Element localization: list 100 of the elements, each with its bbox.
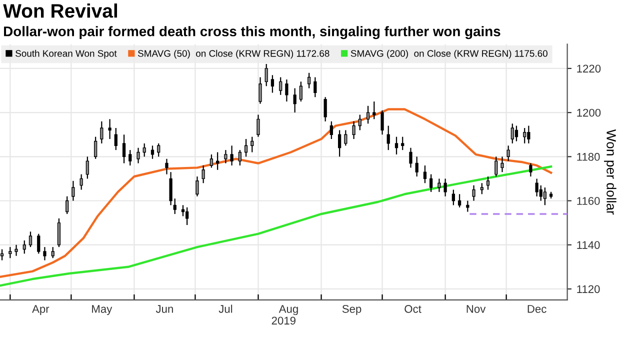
candlestick [216, 152, 220, 170]
candlestick [173, 198, 176, 215]
candlestick [128, 149, 132, 166]
candlestick [543, 186, 547, 206]
candlestick [165, 158, 168, 175]
candlestick [202, 164, 205, 184]
candlestick [293, 88, 296, 114]
candlestick [279, 76, 282, 96]
candlestick [196, 176, 199, 197]
x-tick-label: Aug [278, 305, 298, 316]
candlestick [270, 74, 274, 94]
candlestick [238, 149, 242, 166]
x-tick-label: Dec [528, 305, 546, 313]
candlestick [539, 184, 542, 202]
candlestick [438, 178, 441, 192]
candlestick [307, 72, 311, 89]
candlestick [51, 246, 54, 259]
candlestick [150, 145, 154, 160]
candlestick [122, 134, 126, 164]
legend-label: SMAVG (200) on Close (KRW REGN) 1175.60 [350, 50, 548, 59]
candlestick [169, 172, 172, 206]
candlestick [352, 120, 356, 140]
candlestick [108, 118, 112, 140]
candlestick [472, 184, 476, 202]
x-tick-label: Apr [32, 305, 50, 316]
x-tick-label: Nov [466, 305, 486, 313]
line-series [0, 108, 552, 278]
candlestick [452, 189, 456, 206]
x-tick-label: Jul [218, 304, 232, 313]
candlestick [510, 123, 514, 144]
legend-label: SMAVG (50) on Close (KRW REGN) 1172.68 [138, 50, 330, 59]
candlestick [250, 136, 254, 153]
candlestick [527, 125, 530, 144]
candlestick [344, 130, 348, 146]
candlestick [338, 130, 342, 158]
candlestick [458, 194, 462, 208]
candlestick [256, 114, 260, 138]
line-series [0, 165, 552, 287]
y-tick-label: 1200 [577, 108, 601, 117]
legend-label: South Korean Won Spot [16, 50, 117, 59]
candlestick [80, 174, 83, 190]
candlestick [409, 147, 412, 168]
candlestick [506, 145, 510, 162]
candlestick [244, 138, 248, 158]
candlestick [494, 156, 498, 178]
y-tick-label: 1160 [577, 197, 600, 205]
candlestick [314, 76, 317, 98]
candlestick [423, 164, 427, 184]
x-tick-label: Jun [156, 305, 173, 313]
candlestick [8, 246, 12, 259]
candlestick [415, 156, 418, 178]
candlestick [14, 244, 18, 256]
candlestick [330, 120, 334, 140]
y-tick-label: 1180 [577, 152, 600, 161]
candlestick [142, 142, 146, 158]
candlestick [94, 136, 98, 160]
chart-title: Won Revival [3, 3, 117, 18]
candlestick [358, 114, 362, 131]
x-tick-label: Oct [404, 304, 422, 313]
candlestick [66, 196, 69, 215]
y-tick-label: 1120 [577, 285, 600, 294]
candlestick [37, 233, 40, 254]
candlestick [529, 162, 532, 178]
candlestick [372, 100, 376, 120]
candlestick [366, 105, 370, 124]
candlestick [394, 136, 398, 155]
candlestick [285, 78, 288, 102]
candlestick [157, 142, 160, 158]
candlestick [28, 231, 32, 248]
candlestick [386, 125, 390, 151]
chart-subtitle: Dollar-won pair formed death cross this month, singaling further won gains [4, 26, 500, 40]
candlestick [57, 218, 61, 248]
candlestick [22, 240, 26, 254]
candlestick [72, 180, 75, 202]
candlestick [100, 120, 104, 144]
candlestick [535, 178, 538, 197]
y-tick-label: 1140 [577, 241, 600, 249]
candlestick [324, 96, 327, 122]
candlestick [86, 156, 90, 180]
candlestick [185, 206, 189, 226]
x-tick-label: Sep [342, 304, 362, 316]
candlestick [514, 125, 518, 142]
candlestick [500, 156, 504, 173]
candlestick [210, 154, 214, 168]
x-axis-title: 2019 [272, 316, 296, 325]
candlestick [181, 204, 185, 217]
y-axis-title: Won per dollar [604, 129, 616, 215]
candlestick [480, 182, 484, 195]
candlestick [43, 246, 46, 261]
candlestick [429, 174, 433, 192]
candlestick [380, 110, 384, 136]
candlestick [523, 127, 526, 144]
candlestick [136, 147, 140, 164]
candlestick [224, 149, 228, 164]
candlestick [114, 127, 118, 151]
y-tick-label: 1220 [577, 64, 601, 73]
candlestick [230, 145, 234, 166]
candlestick [299, 81, 303, 102]
candlestick [264, 63, 268, 87]
candlestick [486, 176, 490, 190]
